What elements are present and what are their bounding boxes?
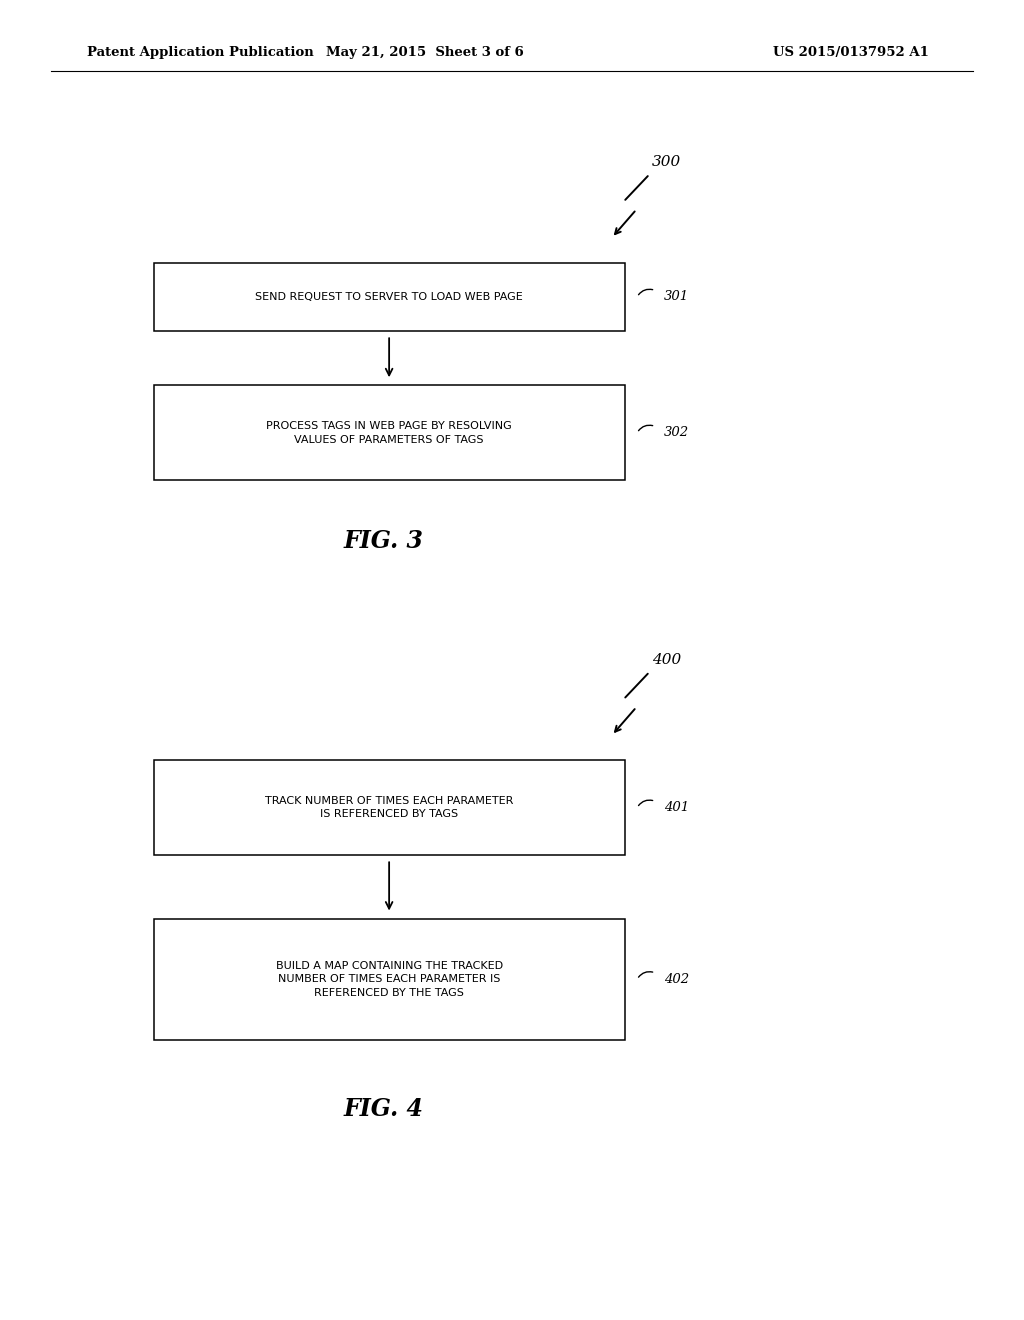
Bar (154, 919, 625, 1040)
Bar (154, 760, 625, 855)
Text: 300: 300 (652, 154, 682, 169)
Text: Patent Application Publication: Patent Application Publication (87, 46, 313, 59)
Text: PROCESS TAGS IN WEB PAGE BY RESOLVING
VALUES OF PARAMETERS OF TAGS: PROCESS TAGS IN WEB PAGE BY RESOLVING VA… (266, 421, 512, 445)
Text: TRACK NUMBER OF TIMES EACH PARAMETER
IS REFERENCED BY TAGS: TRACK NUMBER OF TIMES EACH PARAMETER IS … (265, 796, 513, 820)
Text: 402: 402 (664, 973, 689, 986)
Bar (154, 385, 625, 480)
Text: BUILD A MAP CONTAINING THE TRACKED
NUMBER OF TIMES EACH PARAMETER IS
REFERENCED : BUILD A MAP CONTAINING THE TRACKED NUMBE… (275, 961, 503, 998)
Text: SEND REQUEST TO SERVER TO LOAD WEB PAGE: SEND REQUEST TO SERVER TO LOAD WEB PAGE (255, 292, 523, 302)
Bar (154, 263, 625, 331)
Text: 400: 400 (652, 652, 682, 667)
Text: 401: 401 (664, 801, 689, 814)
Text: FIG. 4: FIG. 4 (344, 1097, 424, 1121)
Text: May 21, 2015  Sheet 3 of 6: May 21, 2015 Sheet 3 of 6 (326, 46, 524, 59)
Text: 301: 301 (664, 290, 689, 304)
Text: 302: 302 (664, 426, 689, 440)
Text: US 2015/0137952 A1: US 2015/0137952 A1 (773, 46, 929, 59)
Text: FIG. 3: FIG. 3 (344, 529, 424, 553)
